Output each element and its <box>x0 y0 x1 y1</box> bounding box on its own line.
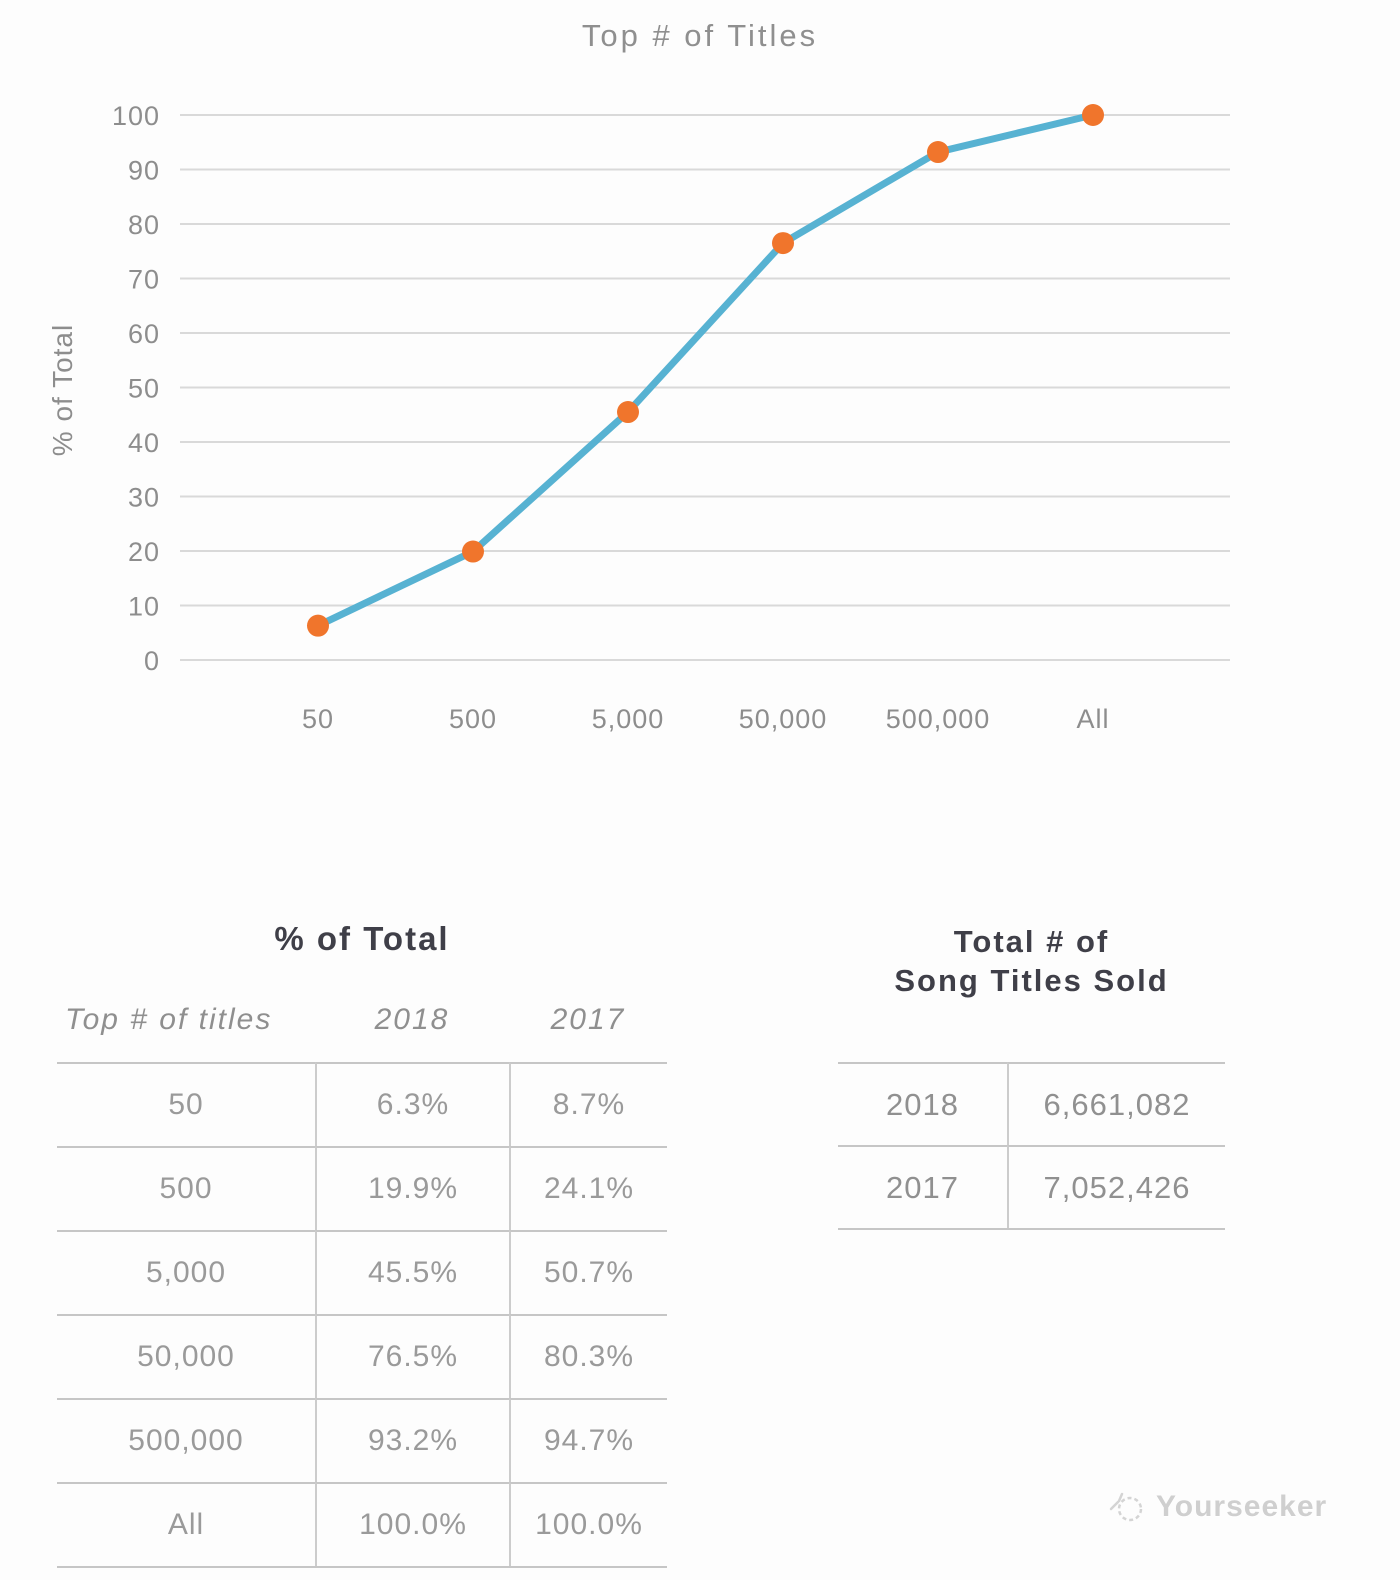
watermark-label: Yourseeker <box>1156 1490 1328 1523</box>
percent-table-header: Top # of titles 2018 2017 <box>57 1003 667 1037</box>
percent-value-cell: 8.7% <box>509 1062 667 1146</box>
line-chart: 0 10 20 30 40 50 60 70 80 90 100 50 500 5,000 50,000 50… <box>47 101 1230 734</box>
data-point-marker <box>617 401 639 424</box>
y-tick-label: 100 <box>112 101 160 131</box>
y-tick-label: 80 <box>128 210 160 240</box>
totals-table-title: Total # of Song Titles Sold <box>838 922 1225 1000</box>
percent-value-cell: 100.0% <box>509 1482 667 1566</box>
x-axis-label: 5,000 <box>592 704 665 734</box>
x-axis-label: 500,000 <box>886 704 991 734</box>
data-point-marker <box>1082 104 1104 126</box>
data-point-marker <box>307 614 329 637</box>
y-tick-label: 20 <box>128 537 160 567</box>
percent-value-cell: 50.7% <box>509 1230 667 1314</box>
percent-value-cell: 94.7% <box>509 1398 667 1482</box>
y-tick-label: 40 <box>128 428 160 458</box>
column-header-2018: 2018 <box>374 1003 450 1036</box>
row-label-cell: 50 <box>57 1062 315 1146</box>
y-tick-label: 30 <box>128 483 160 513</box>
total-value-cell: 6,661,082 <box>1007 1062 1225 1145</box>
data-point-marker <box>462 540 484 563</box>
year-cell: 2017 <box>838 1145 1007 1228</box>
x-axis-label: All <box>1076 704 1109 734</box>
row-label-cell: 500 <box>57 1146 315 1230</box>
watermark: Yourseeker <box>1106 1486 1327 1528</box>
totals-title-line2: Song Titles Sold <box>894 963 1169 998</box>
series-line-2018 <box>314 111 1097 630</box>
chart-title: Top # of Titles <box>581 18 819 53</box>
yourseeker-logo-icon <box>1109 1492 1143 1522</box>
percent-value-cell: 19.9% <box>315 1146 509 1230</box>
percent-value-cell: 93.2% <box>315 1398 509 1482</box>
totals-table: 2018 6,661,082 2017 7,052,426 <box>838 1062 1225 1230</box>
y-tick-label: 10 <box>128 592 160 622</box>
x-axis-label: 50 <box>302 704 334 734</box>
total-value-cell: 7,052,426 <box>1007 1145 1225 1228</box>
y-tick-label: 70 <box>128 265 160 295</box>
y-tick-label: 60 <box>128 319 160 349</box>
percent-value-cell: 100.0% <box>315 1482 509 1566</box>
percent-value-cell: 76.5% <box>315 1314 509 1398</box>
row-label-cell: All <box>57 1482 315 1566</box>
data-point-marker <box>927 141 949 164</box>
column-header-top-titles: Top # of titles <box>65 1003 273 1036</box>
totals-title-line1: Total # of <box>953 924 1110 959</box>
x-axis-label: 500 <box>449 704 497 734</box>
y-tick-label: 0 <box>144 646 160 676</box>
x-axis-label: 50,000 <box>739 704 828 734</box>
percent-value-cell: 24.1% <box>509 1146 667 1230</box>
column-header-2017: 2017 <box>550 1003 626 1036</box>
percent-value-cell: 45.5% <box>315 1230 509 1314</box>
percent-table-title: % of Total <box>274 920 450 957</box>
percent-value-cell: 80.3% <box>509 1314 667 1398</box>
percent-value-cell: 6.3% <box>315 1062 509 1146</box>
year-cell: 2018 <box>838 1062 1007 1145</box>
y-tick-label: 90 <box>128 156 160 186</box>
row-label-cell: 50,000 <box>57 1314 315 1398</box>
row-label-cell: 500,000 <box>57 1398 315 1482</box>
y-tick-label: 50 <box>128 374 160 404</box>
y-axis-title: % of Total <box>47 324 78 456</box>
row-label-cell: 5,000 <box>57 1230 315 1314</box>
percent-table: 50 6.3% 8.7% 500 19.9% 24.1% 5,000 45.5% 50.7% 50… <box>57 1062 667 1568</box>
data-point-marker <box>772 232 794 255</box>
